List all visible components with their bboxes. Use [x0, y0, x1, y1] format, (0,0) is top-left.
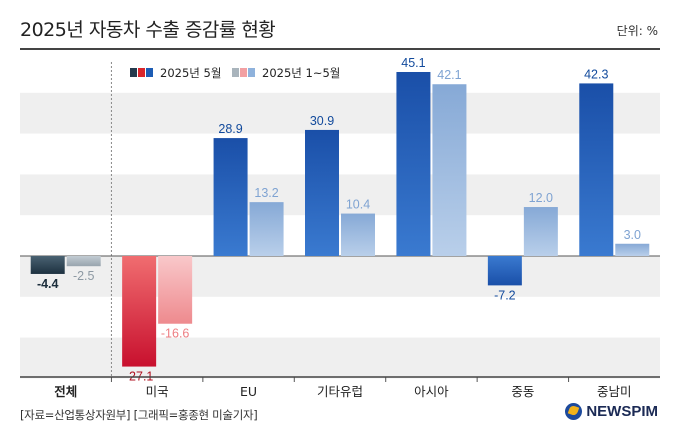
legend-label-may: 2025년 5월 — [160, 66, 221, 80]
bar-ytd-1 — [158, 256, 193, 324]
title-divider — [20, 48, 660, 50]
bar-ytd-0 — [66, 256, 101, 267]
bar-ytd-4 — [432, 84, 467, 257]
legend-swatch — [138, 68, 145, 77]
value-label: 30.9 — [310, 114, 334, 128]
value-label: -16.6 — [161, 327, 190, 341]
category-label: 미국 — [146, 384, 169, 399]
category-label: 중남미 — [597, 384, 632, 399]
legend-label-ytd: 2025년 1~5월 — [262, 66, 340, 80]
grid-band — [20, 92, 660, 134]
chart-title: 2025년 자동차 수출 증감률 현황 — [20, 19, 276, 41]
legend-swatch — [248, 68, 255, 77]
bar-may-4 — [396, 71, 431, 256]
category-label: EU — [240, 384, 257, 399]
grid-band — [20, 256, 660, 297]
value-label: -4.4 — [37, 277, 59, 291]
legend-swatch — [130, 68, 137, 77]
bar-ytd-3 — [341, 213, 375, 256]
value-label: 3.0 — [624, 228, 641, 242]
bar-may-6 — [579, 83, 614, 256]
legend-swatch — [232, 68, 239, 77]
value-label: -2.5 — [73, 269, 95, 283]
unit-label: 단위: % — [616, 24, 658, 38]
category-label: 중동 — [511, 384, 534, 399]
legend-swatch — [240, 68, 247, 77]
newspim-logo-icon — [565, 403, 583, 420]
grid-band — [20, 337, 660, 379]
bar-may-5 — [487, 256, 522, 286]
bar-may-0 — [30, 256, 65, 274]
grid-band — [20, 174, 660, 216]
category-label: 전체 — [54, 384, 77, 399]
legend-swatch — [146, 68, 153, 77]
source-credit: [자료=산업통상자원부] [그래픽=홍종현 미술기자] — [20, 408, 258, 422]
bar-may-1 — [122, 256, 157, 367]
value-label: 45.1 — [401, 56, 425, 70]
value-label: 13.2 — [254, 186, 278, 200]
value-label: 42.3 — [584, 67, 608, 81]
bar-may-2 — [213, 138, 248, 256]
newspim-logo: NEWSPIM — [565, 403, 658, 420]
value-label: 12.0 — [529, 191, 553, 205]
value-label: 28.9 — [218, 122, 242, 136]
bar-ytd-2 — [249, 202, 284, 256]
category-label: 기타유럽 — [317, 384, 363, 399]
brand-name: NEWSPIM — [586, 403, 658, 420]
value-label: 10.4 — [346, 198, 370, 212]
bar-ytd-6 — [615, 243, 650, 256]
value-label: -7.2 — [494, 288, 516, 302]
bar-ytd-5 — [523, 207, 558, 256]
bar-may-3 — [305, 129, 339, 256]
value-label: 42.1 — [437, 68, 461, 82]
category-label: 아시아 — [414, 384, 449, 399]
